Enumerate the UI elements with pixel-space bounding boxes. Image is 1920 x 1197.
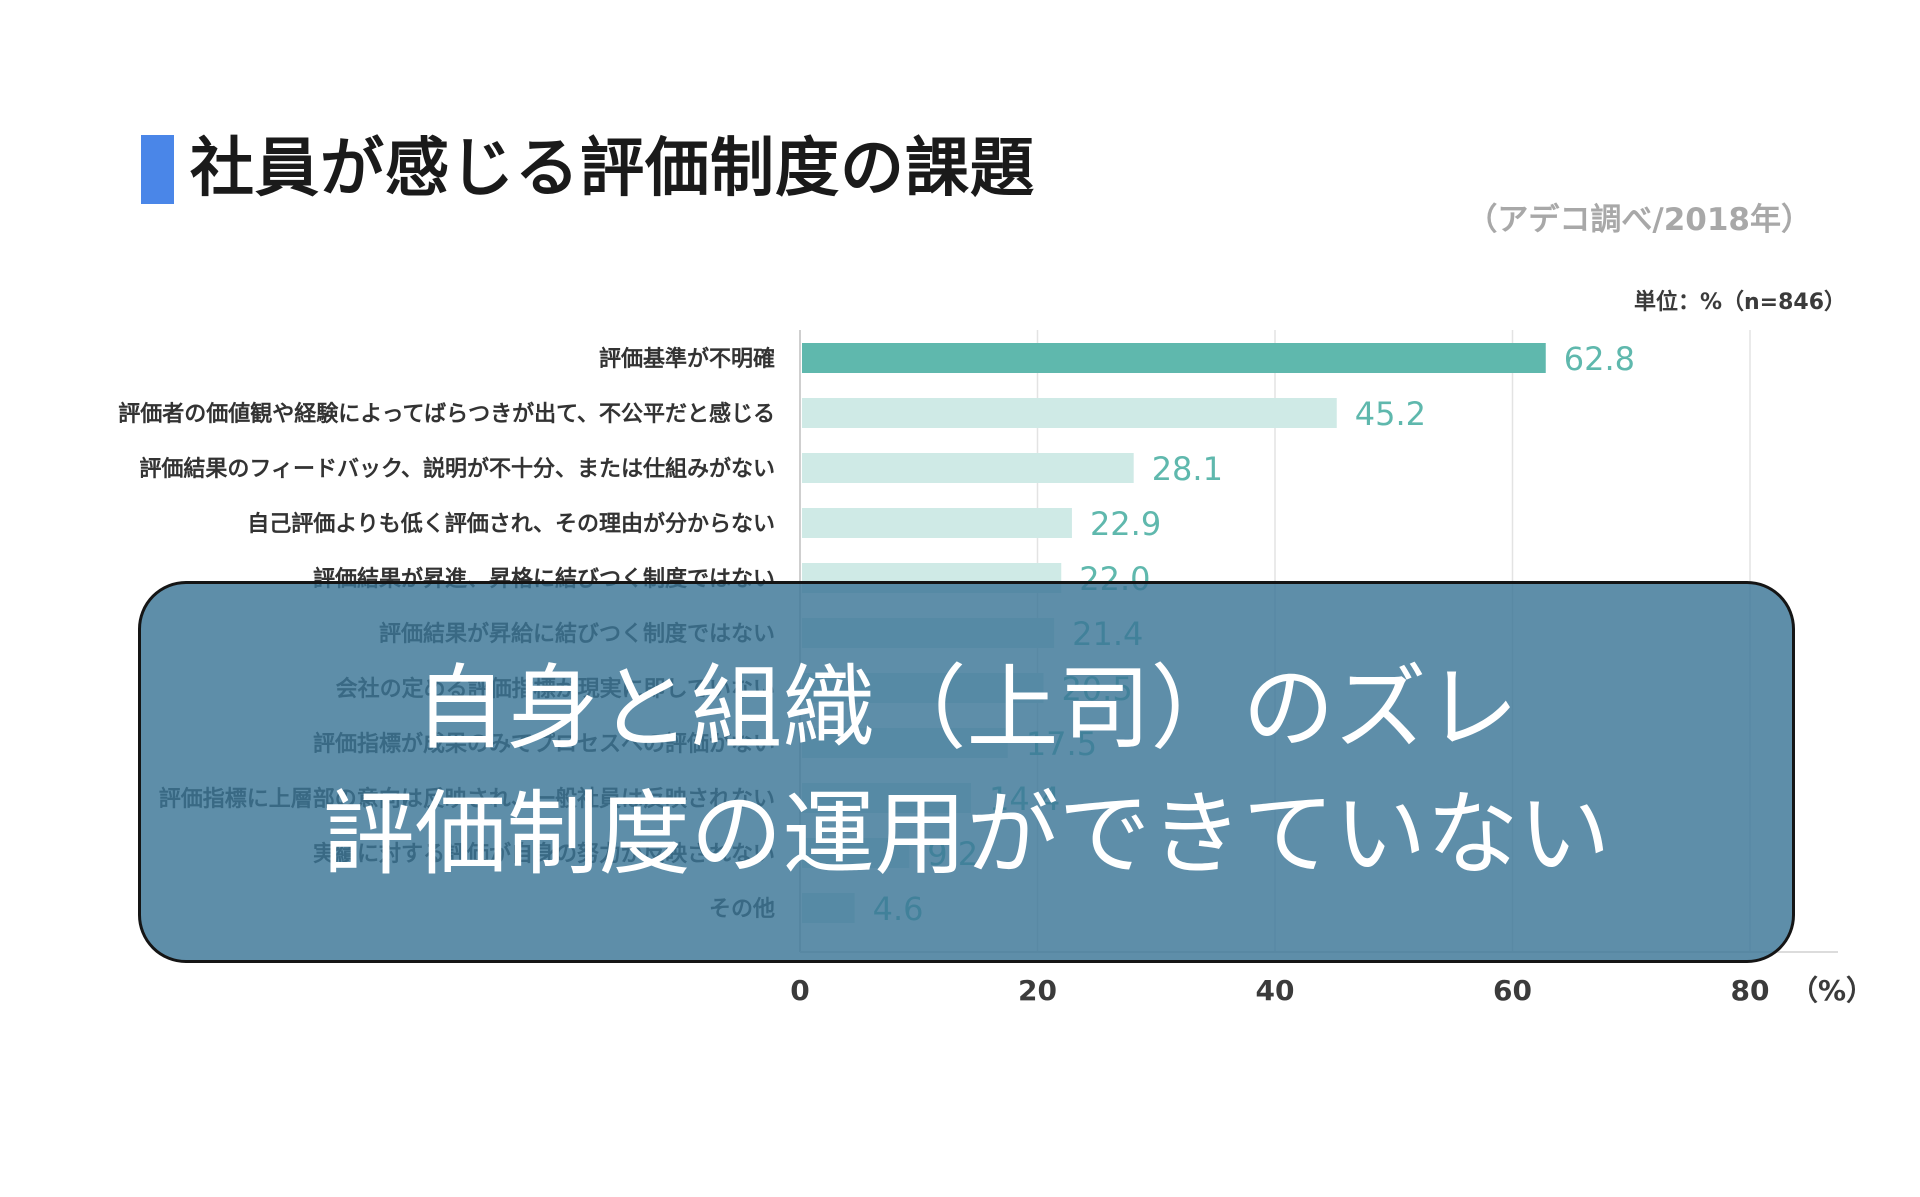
bar-2	[802, 453, 1134, 483]
category-label-1: 評価者の価値観や経験によってばらつきが出て、不公平だと感じる	[118, 401, 775, 427]
bar-3	[802, 508, 1072, 538]
overlay-line-2: 評価制度の運用ができていない	[322, 781, 1611, 888]
value-label-0: 62.8	[1564, 340, 1635, 378]
category-label-0: 評価基準が不明確	[599, 346, 775, 372]
x-tick-label-3: 60	[1493, 974, 1532, 1007]
x-tick-label-1: 20	[1018, 974, 1057, 1007]
page-title: 社員が感じる評価制度の課題	[190, 132, 1035, 206]
x-tick-label-4: 80	[1731, 974, 1770, 1007]
x-unit-label: （%）	[1790, 974, 1874, 1007]
bar-1	[802, 398, 1337, 428]
value-label-3: 22.9	[1090, 505, 1161, 543]
title-accent-bar	[141, 135, 174, 204]
category-label-2: 評価結果のフィードバック、説明が不十分、または仕組みがない	[139, 456, 775, 482]
x-tick-label-0: 0	[790, 974, 809, 1007]
overlay-line-1: 自身と組織（上司）のズレ	[414, 655, 1519, 762]
bar-0	[802, 343, 1546, 373]
summary-overlay: 自身と組織（上司）のズレ 評価制度の運用ができていない	[138, 581, 1795, 963]
category-label-3: 自己評価よりも低く評価され、その理由が分からない	[247, 511, 775, 537]
source-note: （アデコ調べ/2018年）	[1466, 202, 1812, 238]
value-label-2: 28.1	[1152, 450, 1223, 488]
value-label-1: 45.2	[1355, 395, 1426, 433]
x-tick-label-2: 40	[1256, 974, 1295, 1007]
unit-note: 単位：%（n=846）	[1633, 290, 1846, 315]
